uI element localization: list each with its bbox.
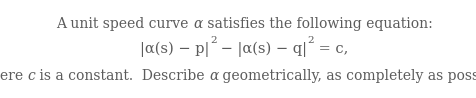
- Text: A unit speed curve: A unit speed curve: [57, 17, 193, 31]
- Text: satisfies the following equation:: satisfies the following equation:: [202, 17, 431, 31]
- Text: = c,: = c,: [313, 42, 348, 55]
- Text: − |α(s) − q|: − |α(s) − q|: [216, 41, 307, 57]
- Text: α: α: [208, 69, 218, 83]
- Text: geometrically, as completely as possible.: geometrically, as completely as possible…: [218, 69, 476, 83]
- Text: 2: 2: [307, 36, 313, 45]
- Text: |α(s) − p|: |α(s) − p|: [140, 41, 209, 57]
- Text: α: α: [193, 17, 202, 31]
- Text: 2: 2: [209, 36, 216, 45]
- Text: is a constant.  Describe: is a constant. Describe: [35, 69, 208, 83]
- Text: where: where: [0, 69, 28, 83]
- Text: c: c: [28, 69, 35, 83]
